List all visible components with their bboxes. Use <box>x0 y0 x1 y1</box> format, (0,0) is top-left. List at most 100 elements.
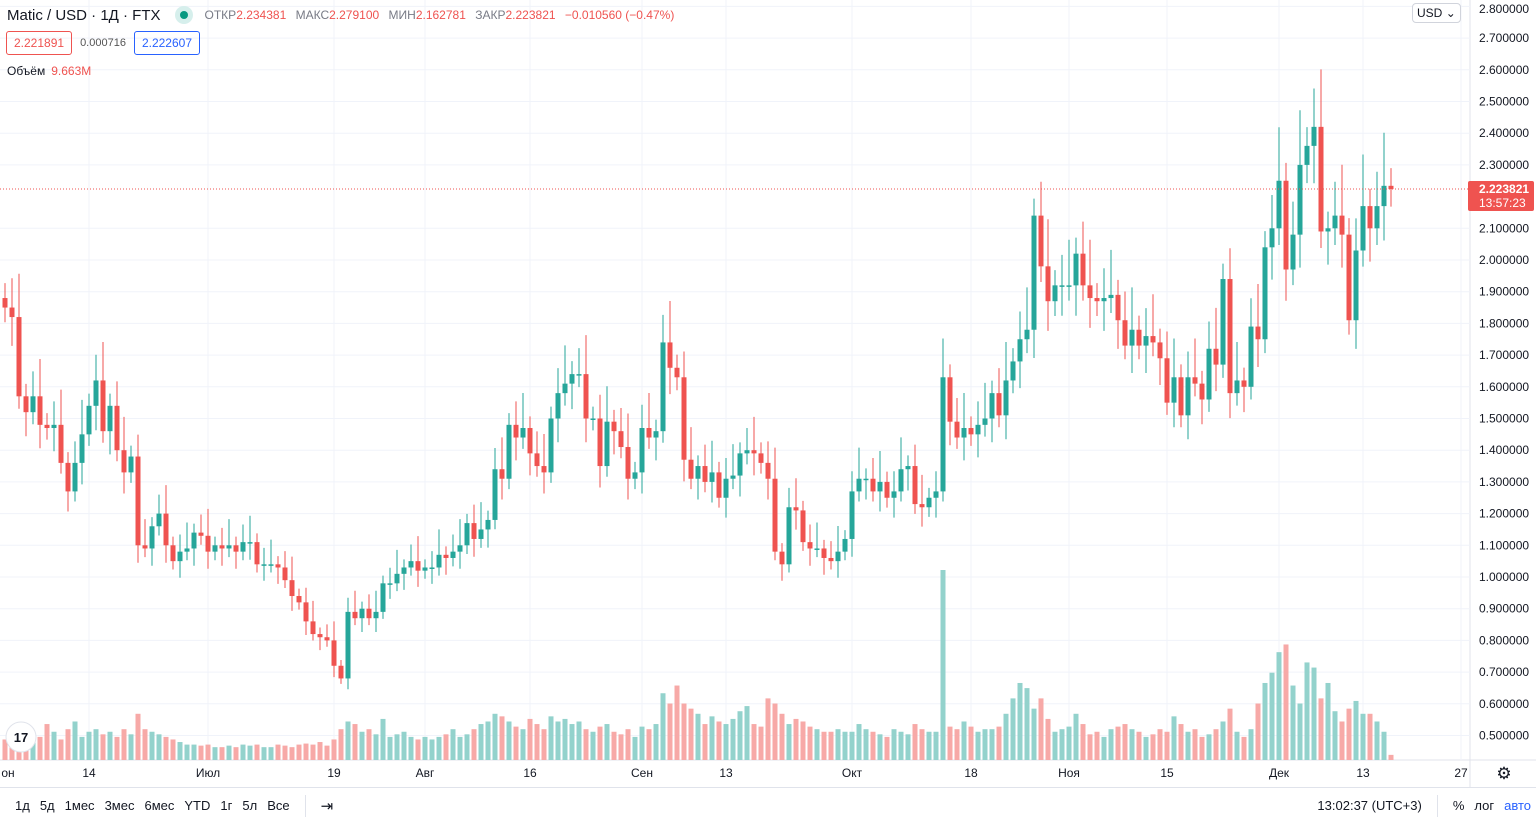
volume-bar <box>1325 682 1331 760</box>
symbol-title[interactable]: Matic / USD · 1Д · FTX <box>7 6 161 24</box>
volume-bar <box>499 716 505 760</box>
candle <box>457 519 463 569</box>
candle-body <box>555 393 561 419</box>
candle <box>163 485 169 563</box>
volume-bar <box>1227 708 1233 760</box>
candle <box>779 543 785 581</box>
candle-body <box>772 478 778 552</box>
candle-body <box>611 421 617 432</box>
volume-bar <box>744 706 750 760</box>
candle-body <box>695 466 701 479</box>
candle-body <box>289 580 295 597</box>
range-all[interactable]: Все <box>267 798 290 813</box>
candle-body <box>1059 285 1065 287</box>
candle <box>1255 284 1261 367</box>
go-to-date-icon[interactable]: ⇥ <box>320 797 334 815</box>
candle-body <box>30 396 36 413</box>
range-1m[interactable]: 1мес <box>64 798 95 813</box>
candle-body <box>254 542 260 565</box>
volume-bar <box>716 721 722 760</box>
candle-body <box>16 317 22 397</box>
range-1y[interactable]: 1г <box>220 798 233 813</box>
candle <box>842 530 848 561</box>
candle-body <box>296 596 302 603</box>
candle <box>268 539 274 573</box>
bid-ask-row: 2.221891 0.000716 2.222607 <box>6 31 201 55</box>
range-ytd[interactable]: YTD <box>184 798 211 813</box>
candle <box>275 556 281 584</box>
volume-bar <box>352 724 358 760</box>
candle-body <box>674 367 680 378</box>
candle-body <box>1374 206 1380 229</box>
candle-body <box>219 545 225 549</box>
candle <box>1269 195 1275 280</box>
change-value: −0.010560 (−0.47%) <box>564 8 675 22</box>
clock-time[interactable]: 13:02:37 (UTC+3) <box>1317 798 1422 813</box>
candle-body <box>765 462 771 479</box>
candle-body <box>548 418 554 473</box>
volume-bar <box>1017 682 1023 760</box>
candle <box>513 401 519 461</box>
candle <box>506 413 512 490</box>
volume-bar <box>1185 731 1191 760</box>
candle <box>429 551 435 584</box>
range-5y[interactable]: 5л <box>242 798 258 813</box>
volume-bar <box>1318 698 1324 760</box>
currency-select[interactable]: USD ⌄ <box>1412 3 1461 23</box>
volume-bar <box>1136 731 1142 760</box>
bottom-toolbar: 1д 5д 1мес 3мес 6мес YTD 1г 5л Все ⇥ 13:… <box>0 787 1536 823</box>
candle <box>555 368 561 443</box>
percent-toggle[interactable]: % <box>1452 798 1465 813</box>
volume-bar <box>891 729 897 760</box>
volume-bar <box>1052 731 1058 760</box>
candle <box>541 433 547 494</box>
range-5d[interactable]: 5д <box>39 798 55 813</box>
range-3m[interactable]: 3мес <box>104 798 135 813</box>
candle-body <box>758 453 764 463</box>
candle <box>471 504 477 557</box>
volume-bar <box>954 729 960 760</box>
volume-bar <box>226 745 232 760</box>
volume-bar <box>443 734 449 760</box>
price-tick-label: 1.300000 <box>1479 475 1529 489</box>
price-chart[interactable]: 2.800000 2.700000 2.600000 2.500000 2.400000… <box>0 0 1536 787</box>
price-tick-label: 0.500000 <box>1479 729 1529 743</box>
candle <box>1122 291 1128 360</box>
volume-bar <box>870 731 876 760</box>
price-tick-label: 1.000000 <box>1479 570 1529 584</box>
volume-bar <box>786 724 792 760</box>
candle-body <box>338 665 344 679</box>
volume-bar <box>625 729 631 760</box>
candle-body <box>1332 215 1338 229</box>
candle <box>982 382 988 437</box>
candle <box>723 457 729 518</box>
candle <box>1087 239 1093 328</box>
candle <box>184 522 190 561</box>
candle-body <box>786 507 792 565</box>
volume-bar <box>1255 703 1261 760</box>
volume-bar <box>996 726 1002 760</box>
auto-scale-toggle[interactable]: авто <box>1504 798 1531 813</box>
candle-body <box>345 611 351 679</box>
range-6m[interactable]: 6мес <box>144 798 175 813</box>
candle-body <box>317 634 323 638</box>
sell-price-button[interactable]: 2.221891 <box>6 31 73 55</box>
volume-bar <box>1353 700 1359 760</box>
candle-body <box>401 567 407 574</box>
log-toggle[interactable]: лог <box>1474 798 1495 813</box>
volume-bar <box>457 736 463 760</box>
candle-body <box>37 396 43 425</box>
buy-price-button[interactable]: 2.222607 <box>133 31 201 55</box>
volume-bar <box>471 729 477 760</box>
candle-body <box>1087 285 1093 299</box>
candle-body <box>1129 329 1135 346</box>
candle <box>198 514 204 545</box>
range-1d[interactable]: 1д <box>15 798 30 813</box>
candle-body <box>1311 126 1317 146</box>
candle <box>520 393 526 449</box>
candle-body <box>1381 185 1387 207</box>
candle <box>1262 231 1268 354</box>
candle-body <box>1178 377 1184 416</box>
candle-body <box>184 548 190 552</box>
settings-gear-icon[interactable]: ⚙ <box>1496 764 1511 783</box>
